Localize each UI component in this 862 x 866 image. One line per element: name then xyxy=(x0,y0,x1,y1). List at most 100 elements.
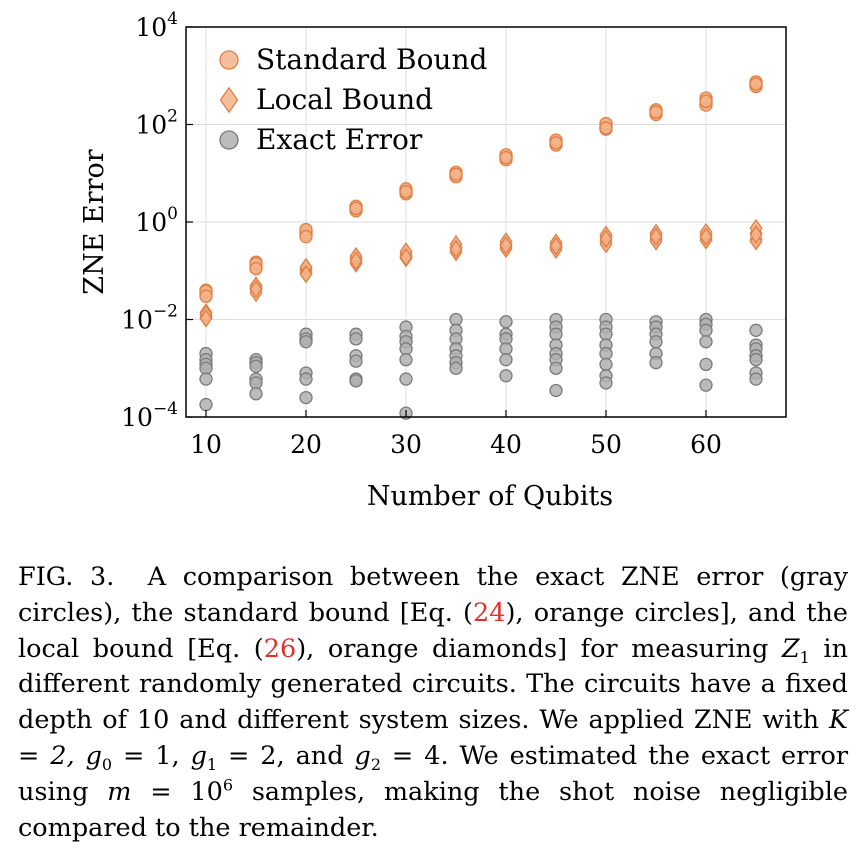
legend-label: Local Bound xyxy=(256,83,433,116)
legend-label: Exact Error xyxy=(256,123,423,156)
figure-caption: FIG. 3. A comparison between the exact Z… xyxy=(18,560,848,846)
math-g2-sub: 2 xyxy=(370,755,381,775)
marker-local-bound xyxy=(549,236,563,256)
math-g0-sub: 0 xyxy=(101,755,113,775)
math-z: Z xyxy=(781,633,800,664)
math-m: m xyxy=(107,776,132,807)
legend-marker xyxy=(219,130,239,150)
marker-exact-error xyxy=(649,335,663,349)
marker-local-bound xyxy=(599,229,613,249)
math-g2-val: = 4 xyxy=(381,740,441,771)
marker-exact-error xyxy=(499,315,513,329)
y-ticks: 10−4 10−2 100 102 104 xyxy=(121,9,193,432)
marker-standard-bound xyxy=(499,150,513,165)
math-m-val: = 10 xyxy=(131,776,223,807)
marker-standard-bound xyxy=(199,289,213,303)
math-g1-val: = 2, xyxy=(217,740,285,771)
caption-text-5: and xyxy=(295,740,344,771)
caption-lead: FIG. 3. xyxy=(18,562,115,592)
legend-label: Standard Bound xyxy=(256,43,487,76)
marker-local-bound xyxy=(399,247,413,267)
marker-exact-error xyxy=(749,323,763,337)
caption-text-3: ), orange diamonds] for measuring xyxy=(296,633,782,664)
marker-standard-bound xyxy=(399,184,413,199)
marker-exact-error xyxy=(499,353,513,367)
x-ticks: 10 20 30 40 50 60 xyxy=(190,410,722,459)
x-tick-label: 20 xyxy=(290,430,322,459)
marker-exact-error xyxy=(299,372,313,386)
marker-standard-bound xyxy=(599,121,613,135)
marker-exact-error xyxy=(349,332,363,346)
y-tick-label: 104 xyxy=(135,9,178,42)
x-tick-label: 40 xyxy=(490,430,522,459)
caption-text-2: ), orange circles], and the local bound … xyxy=(18,597,848,664)
marker-exact-error xyxy=(399,353,413,367)
marker-exact-error xyxy=(299,390,313,405)
caption-text-1: A comparison between the exact ZNE error… xyxy=(18,562,848,628)
marker-standard-bound xyxy=(699,94,713,108)
marker-standard-bound xyxy=(349,201,363,216)
math-g0: g xyxy=(85,740,102,771)
caption-text-4: in different randomly generated circuits… xyxy=(18,633,849,736)
x-tick-label: 10 xyxy=(190,430,222,459)
equation-ref-24[interactable]: 24 xyxy=(472,597,506,628)
marker-exact-error xyxy=(449,361,463,375)
marker-local-bound xyxy=(649,227,663,246)
y-tick-label: 10−2 xyxy=(121,302,178,335)
marker-local-bound xyxy=(249,279,263,299)
data-points xyxy=(199,75,763,420)
y-tick-label: 102 xyxy=(135,107,178,140)
marker-standard-bound xyxy=(649,105,663,119)
marker-exact-error xyxy=(299,335,313,349)
legend: Standard Bound Local Bound Exact Error xyxy=(219,43,487,156)
legend-marker xyxy=(219,86,239,114)
marker-exact-error xyxy=(199,397,213,412)
marker-exact-error xyxy=(349,374,363,388)
marker-local-bound xyxy=(199,309,213,328)
marker-exact-error xyxy=(749,372,763,386)
marker-local-bound xyxy=(299,264,313,284)
math-k: K = 2, xyxy=(18,705,848,771)
y-axis-label: ZNE Error xyxy=(79,149,110,294)
marker-exact-error xyxy=(749,353,763,367)
marker-local-bound xyxy=(499,236,513,255)
marker-exact-error xyxy=(249,359,263,373)
marker-exact-error xyxy=(699,323,713,337)
marker-exact-error xyxy=(399,372,413,386)
marker-exact-error xyxy=(699,357,713,372)
marker-exact-error xyxy=(599,357,613,372)
math-g1: g xyxy=(190,740,207,771)
marker-standard-bound xyxy=(549,136,563,150)
marker-exact-error xyxy=(349,354,363,368)
y-tick-label: 100 xyxy=(135,204,178,237)
marker-exact-error xyxy=(699,335,713,349)
marker-exact-error xyxy=(649,356,663,370)
marker-local-bound xyxy=(749,225,763,244)
x-tick-label: 50 xyxy=(590,430,622,459)
marker-exact-error xyxy=(599,376,613,390)
marker-standard-bound xyxy=(449,167,463,181)
math-m-exp: 6 xyxy=(222,775,234,795)
y-tick-label: 10−4 xyxy=(121,399,178,432)
marker-local-bound xyxy=(699,227,713,246)
marker-local-bound xyxy=(349,251,363,271)
equation-ref-26[interactable]: 26 xyxy=(263,633,297,664)
caption-text-7: samples, making the shot noise negligibl… xyxy=(18,776,849,843)
marker-local-bound xyxy=(449,239,463,259)
x-tick-label: 60 xyxy=(690,430,722,459)
marker-exact-error xyxy=(499,369,513,383)
legend-marker xyxy=(219,50,239,70)
x-tick-label: 30 xyxy=(390,430,422,459)
math-g1-sub: 1 xyxy=(206,755,218,775)
marker-exact-error xyxy=(549,383,563,398)
math-z-sub: 1 xyxy=(799,647,810,667)
marker-standard-bound xyxy=(249,262,263,276)
marker-standard-bound xyxy=(299,230,313,244)
x-axis-label: Number of Qubits xyxy=(367,481,613,512)
math-g0-val: = 1, xyxy=(112,740,180,771)
caption-text-6: . We estimated the exact error using xyxy=(18,740,849,807)
marker-exact-error xyxy=(549,361,563,375)
math-g2: g xyxy=(354,740,371,771)
marker-exact-error xyxy=(699,378,713,392)
zne-error-chart: 10 20 30 40 50 60 10−4 10−2 100 102 104 Number of… xyxy=(79,9,787,512)
